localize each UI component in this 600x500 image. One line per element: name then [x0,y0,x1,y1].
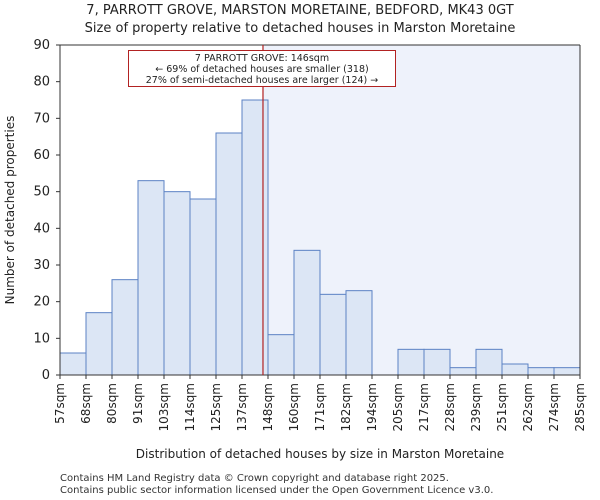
chart-title-line1: 7, PARROTT GROVE, MARSTON MORETAINE, BED… [86,3,514,18]
histogram-bar [59,352,87,376]
annotation-line1: 7 PARROTT GROVE: 146sqm [194,53,330,64]
y-tick-label: 0 [42,368,50,383]
y-tick-label: 90 [33,38,50,53]
histogram-bar [137,180,165,376]
histogram-bar [111,279,139,376]
x-tick-label: 137sqm [235,383,249,431]
annotation-line2: ← 69% of detached houses are smaller (31… [155,64,369,75]
x-tick-label: 205sqm [391,383,405,431]
histogram-bar [319,293,347,376]
histogram-bar [163,191,191,376]
x-tick-label: 80sqm [105,383,119,424]
property-annotation-box: 7 PARROTT GROVE: 146sqm ← 69% of detache… [128,50,396,87]
histogram-bar [293,249,321,376]
histogram-bar [241,99,269,376]
histogram-bar [423,348,451,376]
x-axis-label: Distribution of detached houses by size … [136,447,504,461]
x-tick-label: 171sqm [313,383,327,431]
x-tick-label: 194sqm [365,383,379,431]
histogram-bar [267,334,295,376]
x-tick-label: 239sqm [469,383,483,431]
histogram-bar [397,348,425,376]
histogram-bar [215,132,243,376]
x-tick-label: 274sqm [547,383,561,431]
y-tick-label: 30 [33,258,50,273]
y-tick-label: 60 [33,148,50,163]
x-tick-label: 217sqm [417,383,431,431]
x-tick-label: 251sqm [495,383,509,431]
chart-title-line2: Size of property relative to detached ho… [84,21,516,36]
x-tick-label: 114sqm [183,383,197,431]
x-tick-label: 148sqm [261,383,275,431]
x-tick-label: 103sqm [157,383,171,431]
x-tick-label: 68sqm [79,383,93,424]
annotation-line3: 27% of semi-detached houses are larger (… [145,75,379,86]
histogram-bar [527,367,555,376]
y-tick-label: 70 [33,111,50,126]
histogram-bar [475,348,503,376]
y-tick-label: 10 [33,331,50,346]
y-tick-label: 80 [33,75,50,90]
x-tick-label: 228sqm [443,383,457,431]
x-tick-label: 160sqm [287,383,301,431]
footer-copyright: Contains HM Land Registry data © Crown c… [60,473,449,484]
x-tick-label: 285sqm [573,383,587,431]
y-tick-label: 50 [33,185,50,200]
y-tick-label: 20 [33,295,50,310]
x-tick-label: 182sqm [339,383,353,431]
x-tick-label: 57sqm [53,383,67,424]
y-axis-label: Number of detached properties [3,116,17,305]
x-tick-label: 91sqm [131,383,145,424]
histogram-bar [501,363,529,376]
footer-licence: Contains public sector information licen… [60,485,494,496]
x-tick-label: 125sqm [209,383,223,431]
histogram-bar [345,290,373,376]
histogram-bar [449,367,477,376]
y-tick-label: 40 [33,221,50,236]
histogram-bar [189,198,217,376]
x-tick-label: 262sqm [521,383,535,431]
histogram-bar [85,312,113,376]
histogram-bar [553,367,581,376]
